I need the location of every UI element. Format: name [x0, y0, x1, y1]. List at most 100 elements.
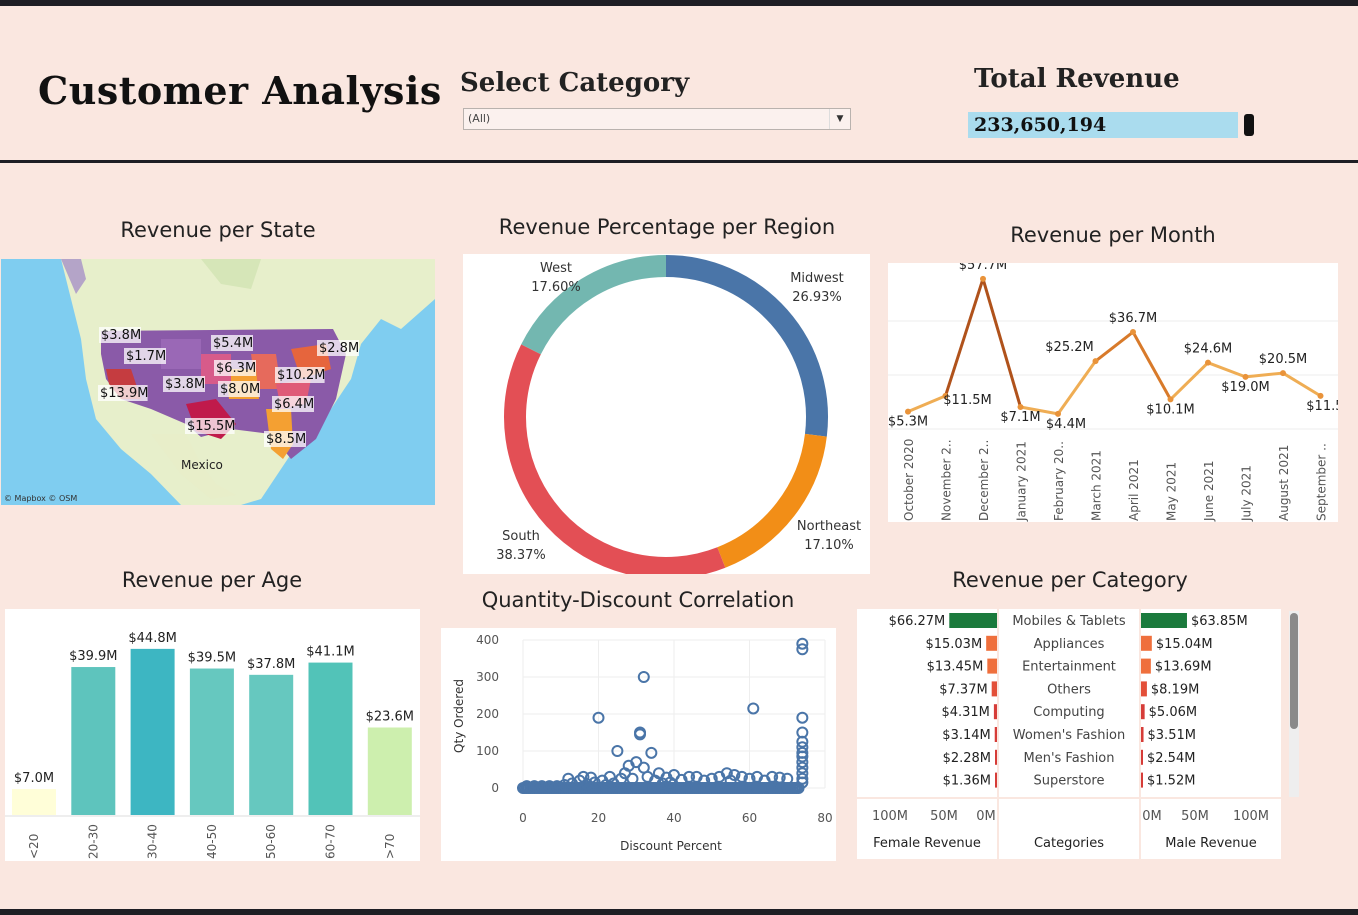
- scatter-point[interactable]: [796, 776, 809, 789]
- scatter-point[interactable]: [735, 770, 748, 783]
- scatter-point[interactable]: [581, 778, 594, 791]
- scatter-point[interactable]: [611, 745, 624, 757]
- scatter-point[interactable]: [796, 735, 809, 748]
- month-point[interactable]: [905, 408, 911, 415]
- month-point[interactable]: [1280, 370, 1286, 377]
- female-bar[interactable]: [994, 727, 997, 742]
- donut-slice-west[interactable]: [521, 255, 667, 355]
- male-bar[interactable]: [1141, 613, 1187, 628]
- scatter-point[interactable]: [566, 777, 579, 790]
- scatter-point[interactable]: [781, 772, 794, 785]
- scatter-ytick: 300: [476, 670, 499, 684]
- scatter-point[interactable]: [626, 772, 639, 785]
- chevron-down-icon[interactable]: ▼: [829, 109, 850, 129]
- scatter-point[interactable]: [705, 772, 718, 785]
- age-value-label: $37.8M: [247, 657, 295, 672]
- month-point[interactable]: [1167, 396, 1174, 403]
- month-point[interactable]: [980, 275, 986, 282]
- male-value-label: $1.52M: [1147, 774, 1195, 789]
- month-point[interactable]: [1317, 392, 1324, 399]
- month-point[interactable]: [1242, 373, 1249, 380]
- state-map[interactable]: Mexico © Mapbox © OSM $3.8M $1.7M $5.4M $2.…: [1, 259, 435, 505]
- donut-slice-northeast[interactable]: [717, 433, 827, 568]
- scatter-xtick: 20: [591, 811, 606, 825]
- scatter-point[interactable]: [634, 728, 647, 741]
- age-bar[interactable]: [308, 662, 353, 815]
- donut-slice-midwest[interactable]: [665, 255, 828, 437]
- scatter-point[interactable]: [796, 637, 809, 650]
- month-point[interactable]: [1092, 358, 1099, 365]
- scatter-point[interactable]: [747, 702, 760, 715]
- scatter-point[interactable]: [588, 776, 601, 789]
- label-south-name: South: [502, 529, 540, 544]
- scatter-point[interactable]: [603, 770, 616, 783]
- scatter-ytick: 0: [491, 781, 499, 795]
- scatter-point[interactable]: [796, 772, 809, 785]
- scatter-point[interactable]: [796, 761, 809, 774]
- scatter-point[interactable]: [773, 771, 786, 784]
- scatter-point[interactable]: [796, 711, 809, 724]
- month-line-segment: [1282, 371, 1322, 398]
- age-bar[interactable]: [12, 789, 56, 815]
- scatter-point[interactable]: [656, 777, 669, 790]
- scatter-point[interactable]: [796, 643, 809, 656]
- month-point[interactable]: [942, 392, 949, 399]
- scatter-point[interactable]: [637, 671, 650, 683]
- male-value-label: $5.06M: [1149, 705, 1197, 720]
- age-bar[interactable]: [130, 648, 175, 815]
- month-line-segment: [1245, 371, 1284, 379]
- male-bar[interactable]: [1141, 635, 1152, 651]
- month-line-segment: [981, 278, 1022, 408]
- state-panel-title: Revenue per State: [120, 218, 316, 242]
- scatter-point[interactable]: [528, 780, 541, 793]
- label-midwest-name: Midwest: [790, 271, 844, 286]
- scatter-point[interactable]: [728, 769, 741, 782]
- male-bar[interactable]: [1141, 704, 1145, 720]
- age-bar[interactable]: [249, 674, 294, 815]
- category-dropdown[interactable]: (All) ▼: [463, 108, 851, 130]
- scatter-point[interactable]: [558, 779, 571, 792]
- male-bar[interactable]: [1141, 772, 1143, 788]
- revenue-slider-handle[interactable]: [1244, 114, 1254, 136]
- month-point[interactable]: [1055, 410, 1061, 417]
- age-bar[interactable]: [71, 667, 116, 815]
- female-bar[interactable]: [987, 658, 997, 674]
- age-bar[interactable]: [367, 727, 412, 815]
- scatter-point[interactable]: [698, 774, 711, 787]
- scatter-point[interactable]: [796, 756, 809, 769]
- scatter-point[interactable]: [645, 746, 658, 759]
- scatter-point[interactable]: [543, 780, 556, 793]
- scatter-point[interactable]: [630, 756, 643, 769]
- category-label: Computing: [1033, 705, 1104, 720]
- category-label: Women's Fashion: [1013, 728, 1126, 743]
- male-bar[interactable]: [1141, 681, 1147, 697]
- age-value-label: $23.6M: [366, 709, 414, 724]
- age-bar[interactable]: [189, 668, 234, 815]
- scatter-point[interactable]: [520, 780, 533, 793]
- month-point[interactable]: [1017, 404, 1024, 411]
- scatter-xtick: 60: [742, 811, 757, 825]
- scatter-point[interactable]: [683, 770, 696, 783]
- month-tick-label: May 2021: [1165, 462, 1179, 521]
- state-plains: [161, 339, 201, 369]
- scatter-point[interactable]: [796, 750, 809, 763]
- female-bar[interactable]: [995, 749, 997, 765]
- month-point[interactable]: [1130, 329, 1136, 336]
- female-bar[interactable]: [995, 772, 997, 788]
- male-bar[interactable]: [1141, 658, 1151, 674]
- scatter-point[interactable]: [766, 770, 779, 783]
- donut-slice-south[interactable]: [504, 344, 726, 579]
- female-bar[interactable]: [991, 681, 997, 697]
- scatter-point[interactable]: [550, 780, 563, 793]
- scrollbar-thumb[interactable]: [1290, 613, 1298, 729]
- scatter-point[interactable]: [592, 711, 605, 724]
- scatter-point[interactable]: [535, 780, 548, 793]
- male-bar[interactable]: [1141, 727, 1144, 742]
- scatter-point[interactable]: [675, 773, 688, 786]
- male-bar[interactable]: [1141, 749, 1143, 765]
- female-bar[interactable]: [949, 613, 997, 628]
- month-point[interactable]: [1205, 359, 1211, 366]
- female-bar[interactable]: [986, 635, 997, 651]
- female-bar[interactable]: [993, 704, 997, 720]
- scatter-point[interactable]: [743, 772, 756, 785]
